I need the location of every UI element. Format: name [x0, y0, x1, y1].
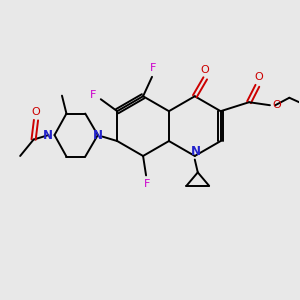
- Text: N: N: [191, 145, 201, 158]
- Text: O: O: [272, 100, 281, 110]
- Text: O: O: [201, 65, 210, 75]
- Text: F: F: [144, 179, 151, 189]
- Text: F: F: [89, 90, 96, 100]
- Text: F: F: [150, 64, 157, 74]
- Text: N: N: [93, 129, 103, 142]
- Text: O: O: [32, 107, 40, 117]
- Text: N: N: [43, 129, 53, 142]
- Text: O: O: [254, 72, 263, 82]
